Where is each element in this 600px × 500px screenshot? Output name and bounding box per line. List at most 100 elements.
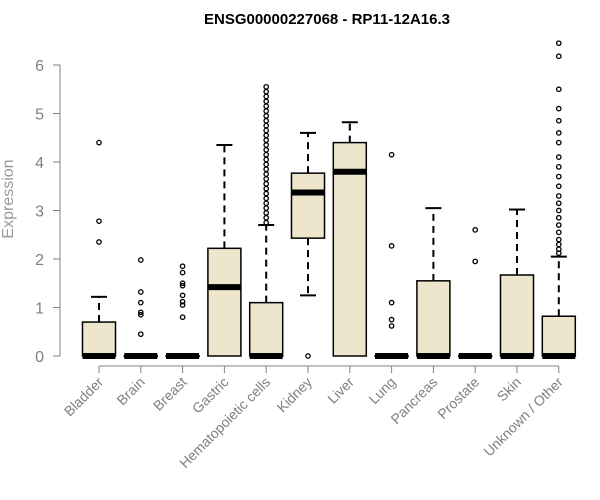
outlier-point bbox=[263, 190, 270, 197]
box-iqr bbox=[207, 247, 242, 357]
x-tick-label: Prostate bbox=[434, 374, 482, 422]
outlier-point bbox=[263, 88, 270, 95]
outlier-point bbox=[555, 40, 562, 47]
outlier-point bbox=[263, 137, 270, 144]
outlier-point bbox=[263, 83, 270, 90]
outlier-point bbox=[137, 289, 144, 295]
chart-title: ENSG00000227068 - RP11-12A16.3 bbox=[204, 11, 450, 28]
outlier-point bbox=[555, 183, 562, 190]
outlier-point bbox=[263, 210, 270, 216]
x-tick-label: Kidney bbox=[274, 374, 316, 416]
y-tick-label: 0 bbox=[35, 349, 44, 366]
outlier-point bbox=[555, 105, 562, 112]
outlier-point bbox=[555, 117, 562, 124]
outlier-point bbox=[555, 139, 562, 146]
box-group bbox=[290, 131, 326, 359]
outlier-point bbox=[555, 173, 562, 180]
box-iqr bbox=[81, 321, 117, 357]
outlier-point bbox=[137, 331, 144, 338]
outlier-point bbox=[388, 151, 395, 158]
outlier-point bbox=[555, 154, 562, 160]
outlier-point bbox=[263, 156, 270, 163]
outlier-point bbox=[388, 316, 395, 323]
x-tick-label: Brain bbox=[113, 374, 147, 408]
y-tick-label: 4 bbox=[35, 155, 44, 172]
outlier-point bbox=[96, 239, 102, 245]
outlier-point bbox=[179, 280, 186, 287]
box-iqr bbox=[332, 141, 368, 357]
box-group bbox=[374, 151, 409, 359]
outlier-point bbox=[263, 200, 270, 207]
outlier-point bbox=[472, 258, 479, 265]
outlier-point bbox=[555, 241, 562, 248]
outlier-point bbox=[555, 86, 562, 93]
box-group bbox=[207, 144, 242, 357]
box-group bbox=[416, 207, 451, 359]
y-tick-label: 6 bbox=[35, 58, 44, 75]
outlier-point bbox=[555, 236, 562, 243]
outlier-point bbox=[305, 353, 311, 359]
outlier-point bbox=[555, 53, 562, 60]
box-group bbox=[499, 208, 535, 359]
outlier-point bbox=[263, 205, 270, 211]
x-tick-label: Bladder bbox=[61, 374, 107, 420]
outlier-point bbox=[472, 227, 479, 233]
x-tick-label: Lung bbox=[365, 374, 398, 407]
outlier-point bbox=[179, 282, 186, 289]
box-group bbox=[248, 83, 284, 359]
outlier-point bbox=[263, 132, 270, 139]
y-tick-label: 5 bbox=[35, 107, 44, 124]
outlier-point bbox=[555, 222, 562, 228]
x-tick-label: Skin bbox=[494, 374, 525, 405]
outlier-point bbox=[263, 93, 270, 100]
outlier-point bbox=[179, 269, 186, 276]
box-iqr bbox=[416, 280, 451, 357]
outlier-point bbox=[263, 185, 270, 192]
outlier-point bbox=[179, 263, 186, 270]
x-tick-label: Liver bbox=[324, 374, 357, 407]
box-group bbox=[123, 257, 159, 359]
outlier-point bbox=[263, 127, 270, 134]
outlier-point bbox=[555, 164, 562, 170]
outlier-point bbox=[555, 130, 562, 136]
outlier-point bbox=[137, 299, 144, 306]
outlier-point bbox=[263, 98, 270, 105]
outlier-point bbox=[388, 299, 395, 306]
outlier-point bbox=[263, 180, 270, 187]
y-axis-label: Expression bbox=[0, 159, 17, 238]
outlier-point bbox=[263, 151, 270, 158]
outlier-point bbox=[263, 195, 270, 202]
y-tick-label: 3 bbox=[35, 204, 44, 221]
x-tick-label: Unknown / Other bbox=[480, 374, 566, 460]
outlier-point bbox=[555, 207, 562, 214]
box-group bbox=[332, 121, 368, 357]
outlier-point bbox=[137, 257, 144, 263]
box-group bbox=[165, 263, 200, 359]
outlier-point bbox=[555, 193, 562, 199]
x-tick-label: Breast bbox=[150, 374, 190, 414]
outlier-point bbox=[179, 314, 186, 321]
outlier-point bbox=[96, 139, 102, 146]
outlier-point bbox=[96, 218, 102, 225]
outlier-point bbox=[137, 311, 144, 318]
y-tick-label: 1 bbox=[35, 301, 44, 318]
outlier-point bbox=[179, 298, 186, 305]
box-iqr bbox=[541, 315, 577, 357]
outlier-point bbox=[263, 166, 270, 173]
box-iqr bbox=[499, 274, 535, 357]
outlier-point bbox=[263, 161, 270, 168]
outlier-point bbox=[263, 108, 270, 114]
outlier-point bbox=[263, 142, 270, 148]
outlier-point bbox=[263, 122, 270, 129]
outlier-point bbox=[263, 103, 270, 110]
y-tick-label: 2 bbox=[35, 252, 44, 269]
plot-area bbox=[81, 40, 577, 359]
outlier-point bbox=[263, 171, 270, 177]
outlier-point bbox=[555, 200, 562, 207]
outlier-point bbox=[137, 309, 144, 316]
outlier-point bbox=[263, 214, 270, 221]
outlier-point bbox=[263, 117, 270, 124]
outlier-point bbox=[263, 176, 270, 182]
